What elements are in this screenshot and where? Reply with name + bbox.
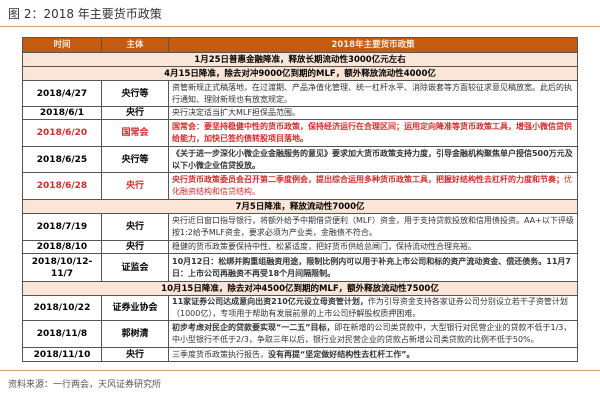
header-time: 时间 <box>22 37 102 53</box>
policy-table: 时间 主体 2018年主要货币政策 1月25日普惠金融降准，释放长期流动性300… <box>22 37 578 362</box>
policy-text-segment: 央行决定适当扩大MLF担保品范围。 <box>172 108 300 117</box>
date-cell: 2018/6/1 <box>22 106 102 120</box>
table-header-row: 时间 主体 2018年主要货币政策 <box>22 37 578 53</box>
subject-cell: 央行 <box>101 240 169 254</box>
policy-cell: 央行货币政策委员会召开第二季度例会，提出综合运用多种货币政策工具，把握好结构性去… <box>168 172 578 200</box>
milestone-text: 4月15日降准，除去对冲9000亿到期的MLF，额外释放流动性4000亿 <box>22 66 578 81</box>
policy-cell: 资管新规正式稿落地，在过渡期、产品净值化管理、统一杠杆水平、消除嵌套等方面较征求… <box>168 80 578 107</box>
subject-cell: 央行等 <box>101 80 169 107</box>
subject-cell: 郭树清 <box>101 320 169 348</box>
policy-text-segment: 11家证券公司达成意向出资210亿元设立母资管计划， <box>172 297 368 306</box>
date-cell: 2018/10/12-11/7 <box>22 253 102 282</box>
policy-cell: 《关于进一步深化小微企业金融服务的意见》要求加大货币政策支持力度，引导金融机构聚… <box>168 146 578 173</box>
policy-text-segment: 央行近日窗口指导银行，将额外给予中期借贷便利（MLF）资金，用于支持贷款投放和信… <box>172 216 574 237</box>
subject-cell: 央行 <box>101 106 169 120</box>
policy-cell: 央行决定适当扩大MLF担保品范围。 <box>168 106 578 120</box>
table-row: 2018/8/10 央行 稳健的货币政策要保持中性、松紧适度，把好货币供给总闸门… <box>22 240 578 254</box>
subject-cell: 央行等 <box>101 146 169 173</box>
table-row: 2018/6/1 央行 央行决定适当扩大MLF担保品范围。 <box>22 106 578 120</box>
date-cell: 2018/4/27 <box>22 80 102 107</box>
policy-text-segment: 即在新增的公司类贷款中，大型银行对民营企业的贷款不低于1/3，中小型银行不低于2… <box>172 323 572 344</box>
table-row: 2018/11/8 郭树清 初步考虑对民企的贷款要实现“一二五”目标，即在新增的… <box>22 320 578 348</box>
subject-cell: 国常会 <box>101 119 169 147</box>
milestone-text: 7月5日降准，释放流动性7000亿 <box>22 199 578 214</box>
table-row: 2018/6/25 央行等 《关于进一步深化小微企业金融服务的意见》要求加大货币… <box>22 146 578 173</box>
policy-cell: 稳健的货币政策要保持中性、松紧适度，把好货币供给总闸门，保持流动性合理充裕。 <box>168 240 578 254</box>
date-cell: 2018/10/22 <box>22 295 102 321</box>
figure-title: 图 2：2018 年主要货币政策 <box>8 7 162 21</box>
milestone-text: 10月15日降准，除去对冲4500亿到期的MLF，额外释放流动性7500亿 <box>22 281 578 296</box>
date-cell: 2018/8/10 <box>22 240 102 254</box>
milestone-text: 1月25日普惠金融降准，释放长期流动性3000亿元左右 <box>22 52 578 67</box>
table-row: 2018/6/20 国常会 国常会：要坚持稳健中性的货币政策，保持经济运行在合理… <box>22 119 578 147</box>
subject-cell: 证监会 <box>101 253 169 282</box>
policy-cell: 国常会：要坚持稳健中性的货币政策，保持经济运行在合理区间；运用定向降准等货币政策… <box>168 119 578 147</box>
milestone-row: 10月15日降准，除去对冲4500亿到期的MLF，额外释放流动性7500亿 <box>22 281 578 296</box>
policy-text-segment: 《关于进一步深化小微企业金融服务的意见》要求加大货币政策支持力度，引导金融机构聚… <box>172 148 573 170</box>
policy-text-segment: 优化融资结构和信贷结构。 <box>172 175 572 196</box>
policy-text-segment: 没有再提“坚定做好结构性去杠杆工作”。 <box>268 349 415 359</box>
milestone-row: 4月15日降准，除去对冲9000亿到期的MLF，额外释放流动性4000亿 <box>22 66 578 81</box>
policy-text-segment: 稳健的货币政策要保持中性、松紧适度，把好货币供给总闸门，保持流动性合理充裕。 <box>172 242 476 251</box>
policy-text-segment: 国常会：要坚持稳健中性的货币政策，保持经济运行在合理区间；运用定向降准等货币政策… <box>172 122 572 143</box>
header-subject: 主体 <box>101 37 169 53</box>
date-cell: 2018/6/25 <box>22 146 102 173</box>
policy-cell: 初步考虑对民企的贷款要实现“一二五”目标，即在新增的公司类贷款中，大型银行对民营… <box>168 320 578 348</box>
policy-text-segment: 10月12日：松绑并购重组融资用途，限制比例内可以用于补充上市公司和标的资产流动… <box>172 256 571 278</box>
date-cell: 2018/11/10 <box>22 347 102 362</box>
table-row: 2018/6/28 央行 央行货币政策委员会召开第二季度例会，提出综合运用多种货… <box>22 172 578 200</box>
table-row: 2018/10/22 证券业协会 11家证券公司达成意向出资210亿元设立母资管… <box>22 295 578 321</box>
source-note: 资料来源：一行两会，天风证券研究所 <box>8 380 162 390</box>
milestone-row: 1月25日普惠金融降准，释放长期流动性3000亿元左右 <box>22 52 578 67</box>
policy-text-segment: 三季度货币政策执行报告， <box>172 349 268 359</box>
subject-cell: 证券业协会 <box>101 295 169 321</box>
header-policy: 2018年主要货币政策 <box>168 37 578 53</box>
policy-cell: 央行近日窗口指导银行，将额外给予中期借贷便利（MLF）资金，用于支持贷款投放和信… <box>168 213 578 241</box>
subject-cell: 央行 <box>101 213 169 241</box>
policy-text-segment: 央行货币政策委员会召开第二季度例会，提出综合运用多种货币政策工具，把握好结构性去… <box>172 175 564 184</box>
table-row: 2018/4/27 央行等 资管新规正式稿落地，在过渡期、产品净值化管理、统一杠… <box>22 80 578 107</box>
bottom-divider <box>0 370 600 371</box>
date-cell: 2018/6/20 <box>22 119 102 147</box>
subject-cell: 央行 <box>101 172 169 200</box>
subject-cell: 央行 <box>101 347 169 362</box>
table-row: 2018/10/12-11/7 证监会 10月12日：松绑并购重组融资用途，限制… <box>22 253 578 282</box>
policy-cell: 11家证券公司达成意向出资210亿元设立母资管计划，作为引导资金支持各家证券公司… <box>168 295 578 321</box>
date-cell: 2018/6/28 <box>22 172 102 200</box>
policy-text-segment: 作为引导资金支持各家证券公司分别设立若干子资管计划（1000亿），专项用于帮助有… <box>172 297 568 318</box>
milestone-row: 7月5日降准，释放流动性7000亿 <box>22 199 578 214</box>
table-row: 2018/7/19 央行 央行近日窗口指导银行，将额外给予中期借贷便利（MLF）… <box>22 213 578 241</box>
date-cell: 2018/7/19 <box>22 213 102 241</box>
table-row: 2018/11/10 央行 三季度货币政策执行报告，没有再提“坚定做好结构性去杠… <box>22 347 578 362</box>
policy-cell: 10月12日：松绑并购重组融资用途，限制比例内可以用于补充上市公司和标的资产流动… <box>168 253 578 282</box>
date-cell: 2018/11/8 <box>22 320 102 348</box>
top-divider <box>0 26 600 27</box>
policy-cell: 三季度货币政策执行报告，没有再提“坚定做好结构性去杠杆工作”。 <box>168 347 578 362</box>
policy-text-segment: 资管新规正式稿落地，在过渡期、产品净值化管理、统一杠杆水平、消除嵌套等方面较征求… <box>172 82 572 104</box>
policy-text-segment: 初步考虑对民企的贷款要实现“一二五”目标， <box>172 323 335 332</box>
